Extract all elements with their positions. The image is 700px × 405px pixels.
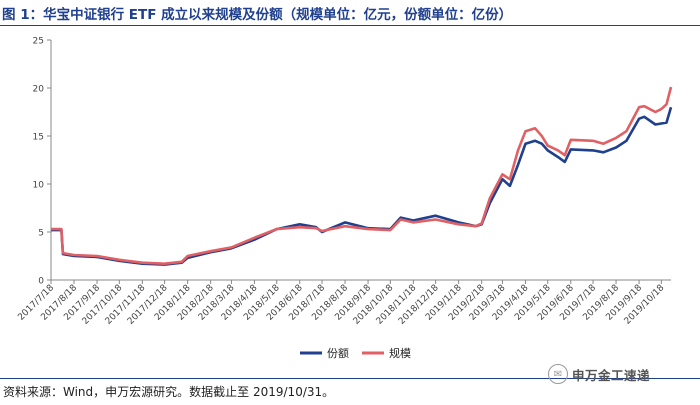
legend-label: 规模 [389, 346, 411, 360]
watermark-text: 申万金工速递 [572, 367, 651, 383]
chart-lines [51, 86, 673, 266]
chart-legend: 份额 规模 [300, 346, 411, 360]
legend-label: 份额 [327, 347, 349, 360]
series-line-scale [51, 86, 673, 265]
y-tick-label: 5 [38, 229, 44, 239]
watermark: ✉ 申万金工速递 [548, 364, 650, 384]
y-tick-label: 25 [33, 37, 44, 47]
y-tick-label: 10 [33, 181, 45, 191]
y-tick-label: 0 [38, 277, 44, 287]
chart-axes: 05101520252017/7/182017/8/182017/9/18201… [16, 37, 671, 327]
title-divider [0, 25, 700, 26]
bottom-divider [0, 378, 700, 379]
y-tick-label: 15 [33, 133, 44, 143]
title-bar: 图 1：华宝中证银行 ETF 成立以来规模及份额（规模单位：亿元，份额单位：亿份… [0, 0, 700, 25]
source-note: 资料来源：Wind，申万宏源研究。数据截止至 2019/10/31。 [3, 385, 335, 399]
series-line-shares [51, 106, 673, 266]
line-chart: 05101520252017/7/182017/8/182017/9/18201… [16, 37, 673, 360]
y-tick-label: 20 [33, 85, 45, 95]
figure-title: 图 1：华宝中证银行 ETF 成立以来规模及份额（规模单位：亿元，份额单位：亿份… [2, 6, 513, 23]
wechat-icon: ✉ [548, 364, 568, 384]
